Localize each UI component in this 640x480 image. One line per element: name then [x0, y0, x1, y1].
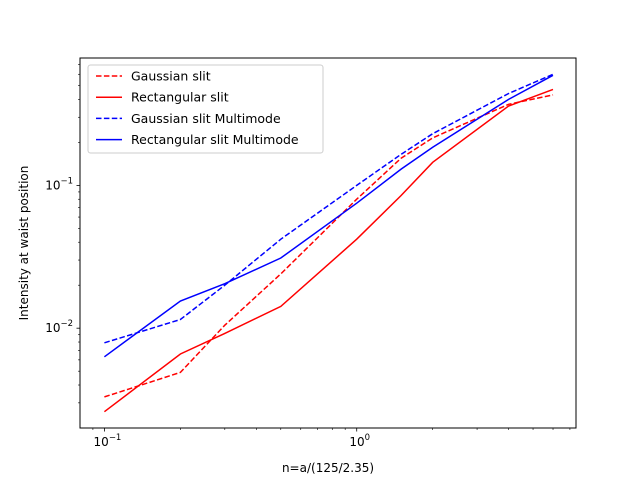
series-line-1 — [104, 94, 554, 398]
y-tick-label-1: 10−2 — [45, 319, 73, 335]
legend-label-4: Rectangular slit Multimode — [131, 132, 299, 147]
y-axis-title: Intensity at waist position — [17, 166, 31, 321]
series-line-3 — [104, 73, 554, 344]
series-line-4 — [103, 74, 554, 358]
x-tick-label-2: 100 — [349, 433, 370, 449]
legend-label-2: Rectangular slit — [131, 90, 229, 105]
x-tick-label-1: 10−1 — [94, 433, 122, 449]
legend-label-3: Gaussian slit Multimode — [131, 111, 281, 126]
x-axis-title: n=a/(125/2.35) — [282, 461, 374, 475]
legend-label-1: Gaussian slit — [131, 69, 211, 84]
series-line-2 — [103, 88, 554, 413]
series-layer — [103, 73, 554, 413]
y-tick-label-2: 10−1 — [45, 176, 73, 192]
legend: Gaussian slit Rectangular slit Gaussian sl… — [87, 64, 324, 154]
axes-frame — [79, 57, 577, 429]
legend-box — [87, 64, 324, 154]
ticks-layer: 10−1 100 10−2 10−1 — [45, 64, 571, 449]
